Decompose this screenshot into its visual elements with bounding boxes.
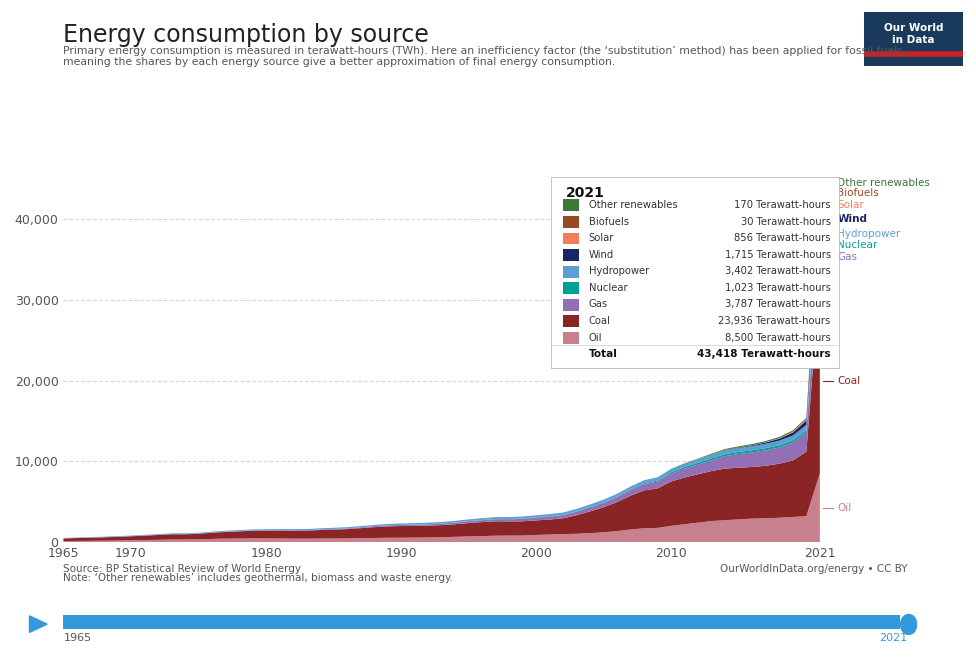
Bar: [563, 199, 579, 212]
Text: Biofuels: Biofuels: [589, 217, 629, 227]
Text: Solar: Solar: [589, 233, 614, 243]
Text: Wind: Wind: [589, 250, 614, 260]
Text: in Data: in Data: [892, 35, 935, 45]
Text: Hydropower: Hydropower: [837, 229, 901, 238]
Text: 856 Terawatt-hours: 856 Terawatt-hours: [734, 233, 831, 243]
Text: meaning the shares by each energy source give a better approximation of final en: meaning the shares by each energy source…: [63, 57, 616, 66]
Text: Wind: Wind: [837, 214, 868, 224]
Text: Solar: Solar: [837, 200, 864, 210]
Text: 2021: 2021: [566, 186, 605, 200]
Text: 43,418 Terawatt-hours: 43,418 Terawatt-hours: [697, 349, 831, 359]
Bar: [563, 216, 579, 228]
Text: 8,500 Terawatt-hours: 8,500 Terawatt-hours: [725, 332, 831, 342]
Text: Energy consumption by source: Energy consumption by source: [63, 23, 429, 47]
Bar: [563, 315, 579, 327]
Text: Oil: Oil: [589, 332, 602, 342]
Text: Gas: Gas: [837, 252, 857, 262]
Text: 30 Terawatt-hours: 30 Terawatt-hours: [741, 217, 831, 227]
Text: Oil: Oil: [837, 503, 852, 513]
Text: Primary energy consumption is measured in terawatt-hours (TWh). Here an ineffici: Primary energy consumption is measured i…: [63, 46, 907, 56]
Circle shape: [901, 614, 916, 635]
Bar: [563, 332, 579, 344]
Text: Our World: Our World: [884, 23, 943, 33]
Text: Total: Total: [589, 349, 618, 359]
Text: Gas: Gas: [589, 300, 608, 309]
Bar: [563, 299, 579, 311]
Text: 3,402 Terawatt-hours: 3,402 Terawatt-hours: [725, 266, 831, 277]
Bar: [563, 233, 579, 244]
Text: 2021: 2021: [879, 633, 908, 643]
Bar: [563, 283, 579, 294]
Text: 23,936 Terawatt-hours: 23,936 Terawatt-hours: [718, 316, 831, 326]
Text: Biofuels: Biofuels: [837, 189, 879, 198]
Text: 1965: 1965: [63, 633, 92, 643]
Text: Other renewables: Other renewables: [837, 178, 930, 188]
Text: Source: BP Statistical Review of World Energy: Source: BP Statistical Review of World E…: [63, 564, 302, 574]
Text: Coal: Coal: [589, 316, 611, 326]
Text: Hydropower: Hydropower: [589, 266, 649, 277]
Text: Nuclear: Nuclear: [837, 240, 877, 250]
Text: 3,787 Terawatt-hours: 3,787 Terawatt-hours: [725, 300, 831, 309]
Bar: [563, 249, 579, 261]
Text: 170 Terawatt-hours: 170 Terawatt-hours: [734, 200, 831, 210]
Text: Other renewables: Other renewables: [589, 200, 677, 210]
Polygon shape: [29, 616, 47, 633]
Text: OurWorldInData.org/energy • CC BY: OurWorldInData.org/energy • CC BY: [720, 564, 908, 574]
Text: 1,715 Terawatt-hours: 1,715 Terawatt-hours: [724, 250, 831, 260]
Text: Coal: Coal: [837, 376, 861, 386]
Text: Nuclear: Nuclear: [589, 283, 628, 293]
Text: Note: ‘Other renewables’ includes geothermal, biomass and waste energy.: Note: ‘Other renewables’ includes geothe…: [63, 573, 454, 583]
Bar: [563, 265, 579, 278]
Text: 1,023 Terawatt-hours: 1,023 Terawatt-hours: [725, 283, 831, 293]
